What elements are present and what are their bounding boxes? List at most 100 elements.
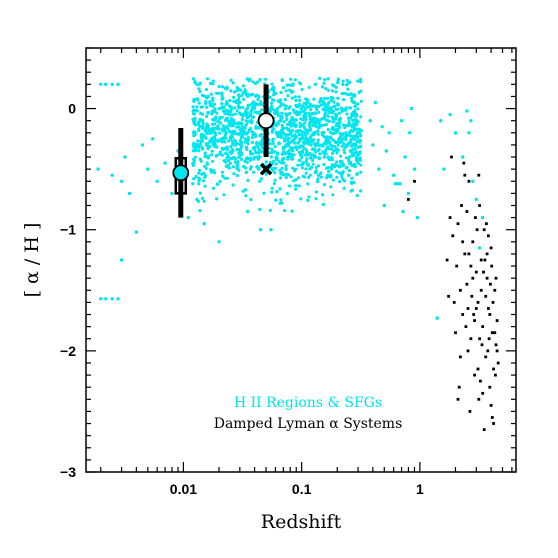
hii-point [353,164,357,168]
hii-point [191,163,195,168]
x-tick-label: 0.01 [170,481,197,497]
hii-point [341,79,345,83]
hii-point [197,149,201,153]
hii-point [327,119,332,123]
hii-point [244,114,248,118]
hii-point [273,178,277,182]
hii-point [477,246,482,250]
hii-point [311,116,315,121]
hii-point [271,98,275,102]
hii-point [258,110,262,114]
hii-point [264,172,268,176]
hii-point [236,93,241,97]
hii-point [340,109,344,113]
dla-point [481,325,485,328]
hii-point [350,188,354,192]
hii-point [345,165,349,170]
hii-point [333,128,337,132]
plot-frame [85,47,517,473]
hii-point [309,165,314,169]
hii-point [295,146,299,151]
hii-point [123,155,127,159]
hii-point [295,112,299,117]
hii-point [274,91,278,96]
hii-point [321,193,325,197]
hii-point [311,158,315,162]
hii-point [300,136,304,140]
hii-point [231,165,235,169]
hii-point [339,106,343,110]
hii-point [318,76,322,80]
hii-point [481,215,485,220]
hii-point [399,119,404,123]
hii-point [347,116,352,120]
hii-point [415,215,419,220]
hii-point [401,209,405,214]
hii-point [244,170,248,174]
hii-point [308,156,313,160]
hii-point [247,130,251,134]
hii-point [204,129,208,133]
hii-point [228,124,232,128]
hii-point [228,98,232,103]
hii-point [359,89,363,93]
hii-point [328,107,332,112]
dla-point [461,240,465,244]
data-layer [96,76,500,431]
hii-point [258,179,262,183]
dla-point [485,222,488,226]
hii-point [328,130,332,134]
hii-point [313,147,317,151]
hii-point [270,82,274,86]
hii-point [271,139,275,143]
hii-point [288,146,292,150]
hii-point [474,197,478,202]
hii-point [299,117,303,121]
dla-point [476,301,480,304]
hii-point [245,132,249,136]
dla-point [478,204,481,207]
hii-point [248,113,252,118]
hii-point [296,105,300,109]
hii-point [211,102,215,106]
hii-point [314,190,319,194]
hii-point [331,151,335,155]
hii-point [342,148,346,152]
hii-point [289,77,293,81]
hii-point [270,147,274,151]
dla-point [469,337,473,341]
x-tick-label: 1 [416,481,424,497]
hii-point [329,167,334,171]
hii-point [235,132,239,136]
hii-point [198,191,202,195]
hii-point [233,112,237,116]
hii-point [241,105,245,110]
hii-point [335,122,339,126]
dla-point [488,385,492,389]
hii-point [296,130,300,134]
hii-point [293,78,297,82]
hii-point [245,160,249,164]
hii-point [206,147,210,151]
cross-marker [259,162,273,176]
hii-point [257,166,261,170]
hii-point [237,155,241,159]
hii-point [199,111,203,115]
hii-point [344,132,348,136]
hii-point [286,128,290,132]
axes-layer [85,47,517,473]
hii-point [231,183,235,187]
hii-point [230,139,234,143]
dla-point [494,343,498,347]
hii-point [280,166,284,170]
hii-point [240,126,244,130]
hii-point [409,106,414,111]
hii-point [220,140,224,144]
hii-point [325,176,329,180]
hii-point [244,92,248,96]
hii-point [354,112,358,116]
hii-point [251,146,255,150]
hii-point [246,178,250,183]
hii-point [212,135,217,139]
dla-point [474,270,478,274]
